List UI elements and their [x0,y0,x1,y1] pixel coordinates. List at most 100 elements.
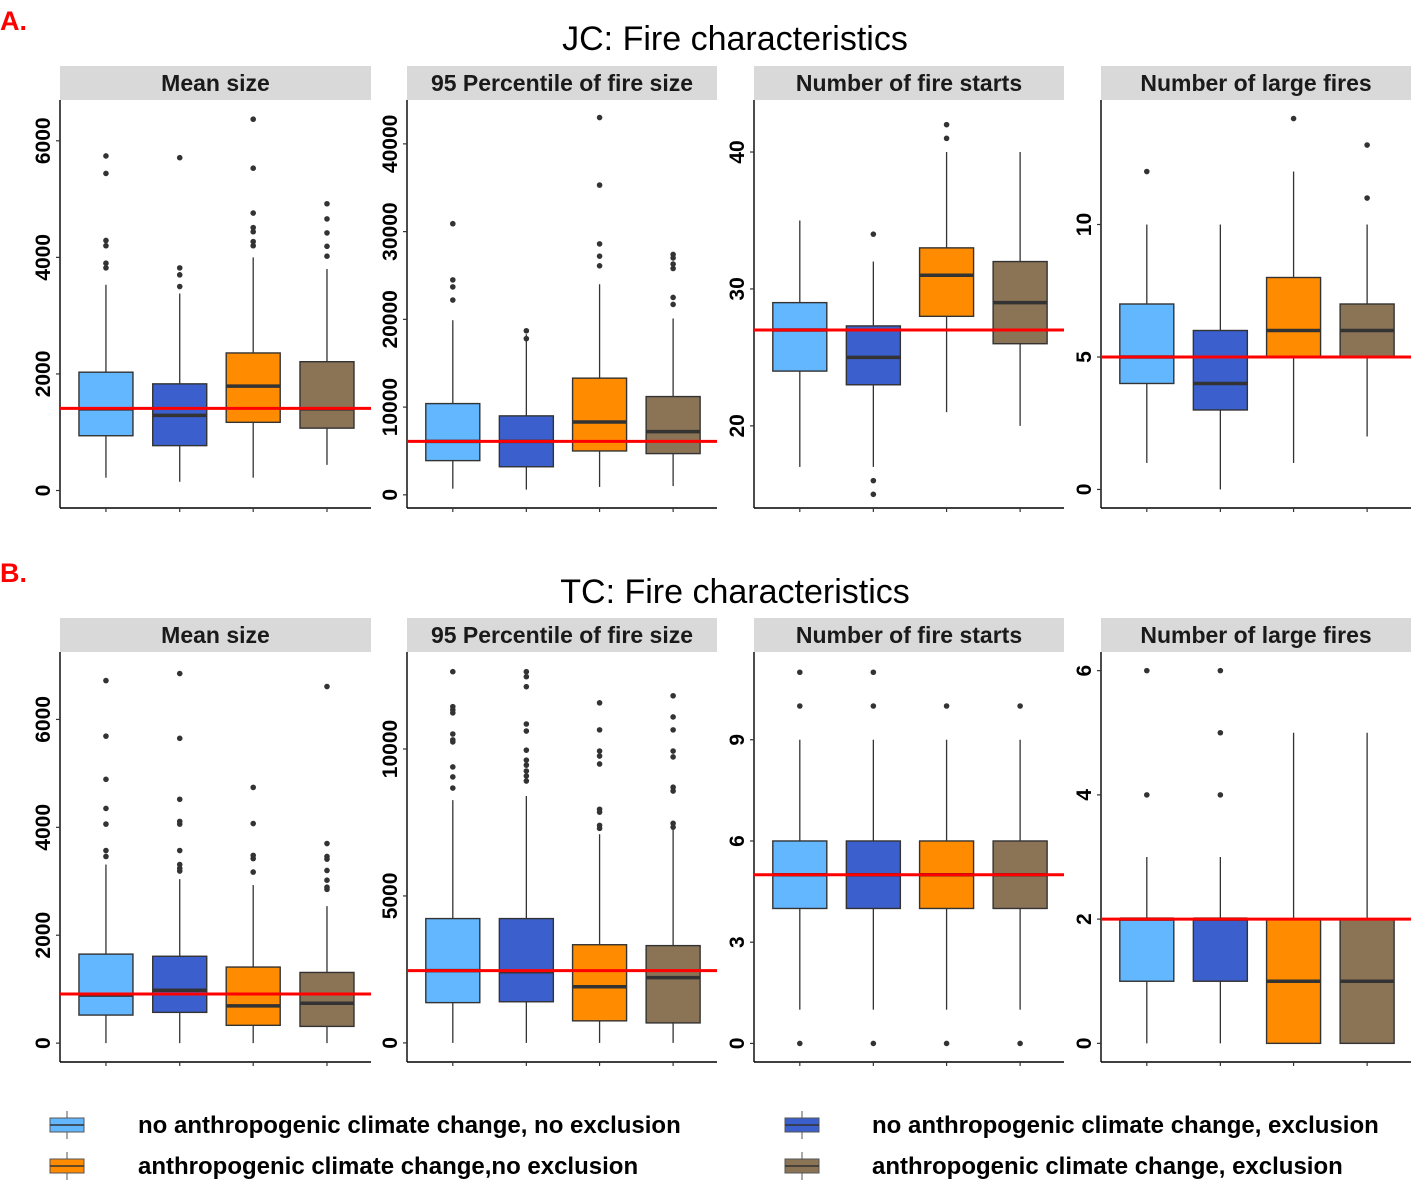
box-iqr [571,944,628,1022]
outlier-point [943,121,950,128]
box-iqr [1265,276,1322,358]
outlier-point [176,847,183,854]
outlier-point [450,284,456,290]
box-iqr [225,966,281,1027]
facet-strip [60,618,371,652]
outlier-point [103,677,109,684]
outlier-point [523,768,530,774]
y-tick-label: 4000 [32,804,55,851]
outlier-point [1364,142,1370,148]
facet-title: Mean size [161,70,270,96]
outlier-point [1217,729,1224,736]
outlier-point [103,776,109,783]
box-cc_noex [1265,115,1322,463]
box-cc_noex [571,114,628,487]
outlier-point [450,774,456,780]
outlier-point [797,669,803,676]
box-cc_noex [225,116,281,478]
y-tick-label: 6 [726,835,749,847]
box-nocc_ex [1192,667,1249,1044]
outlier-point [1017,703,1023,709]
outlier-point [670,748,676,754]
outlier-point [450,739,456,745]
outlier-point [870,491,877,498]
outlier-point [450,277,456,283]
outlier-point [250,228,256,235]
outlier-point [250,224,256,231]
outlier-point [870,703,877,709]
outlier-point [596,761,603,767]
legend-label: anthropogenic climate change,no exclusio… [138,1153,638,1180]
outlier-point [670,301,676,308]
box-iqr [299,361,355,429]
y-tick-label: 0 [32,485,55,497]
outlier-point [596,753,603,759]
box-nocc_ex [498,327,555,490]
legend-item-cc_ex: anthropogenic climate change, exclusion [784,1152,1343,1180]
outlier-point [523,327,530,334]
outlier-point [596,825,603,832]
y-tick-label: 10 [1073,213,1096,236]
box-nocc_noex [78,677,134,1044]
y-tick-label: 10000 [379,720,402,778]
y-tick-label: 10000 [379,378,402,436]
outlier-point [103,265,109,271]
outlier-point [596,241,603,247]
facet-strip [754,66,1064,100]
outlier-point [1144,792,1150,798]
y-tick-label: 40000 [379,115,402,173]
outlier-point [324,253,330,260]
outlier-point [103,853,109,860]
outlier-point [103,733,109,739]
legend: no anthropogenic climate change, no excl… [49,1111,1379,1180]
facet: Number of fire starts 20 30 40 [726,66,1064,512]
box-cc_ex [1339,142,1395,437]
outlier-point [523,757,530,763]
outlier-point [103,821,109,827]
outlier-point [523,762,530,768]
box-iqr [152,955,208,1014]
box-cc_noex [918,121,975,413]
y-tick-label: 6000 [32,696,55,743]
box-nocc_noex [425,220,481,489]
outlier-point [1364,195,1370,201]
outlier-point [250,855,256,862]
outlier-point [523,668,530,675]
y-tick-label: 0 [379,489,402,501]
y-tick-label: 2000 [32,351,55,398]
facet: Number of large fires 0 5 10 [1073,66,1411,512]
box-iqr [645,944,701,1024]
outlier-point [670,692,676,699]
outlier-point [103,153,109,159]
outlier-point [523,721,530,727]
y-tick-label: 4 [1073,789,1096,801]
y-tick-label: 5 [1073,351,1096,363]
outlier-point [596,748,603,754]
outlier-point [943,703,950,709]
outlier-point [870,477,877,484]
y-tick-label: 2 [1073,913,1096,925]
facet-title: 95 Percentile of fire size [431,622,693,648]
outlier-point [324,230,330,236]
outlier-point [176,735,183,742]
outlier-point [103,170,109,177]
box-nocc_ex [845,231,902,498]
facet: Mean size 0 2000 4000 6000 [32,618,371,1066]
box-nocc_noex [772,220,828,467]
box-iqr [78,953,134,1016]
outlier-point [797,703,803,709]
outlier-point [250,242,256,249]
box-iqr [1192,329,1249,411]
box-iqr [299,971,355,1028]
facet: Mean size 0 2000 4000 6000 [32,66,371,512]
legend-label: no anthropogenic climate change, no excl… [138,1112,681,1139]
outlier-point [596,114,603,121]
outlier-point [103,237,109,244]
outlier-point [250,210,256,216]
facet: Number of fire starts 0 3 6 9 [726,618,1064,1066]
box-iqr [772,301,828,372]
outlier-point [1217,792,1224,798]
box-iqr [1119,303,1175,385]
outlier-point [450,764,456,770]
